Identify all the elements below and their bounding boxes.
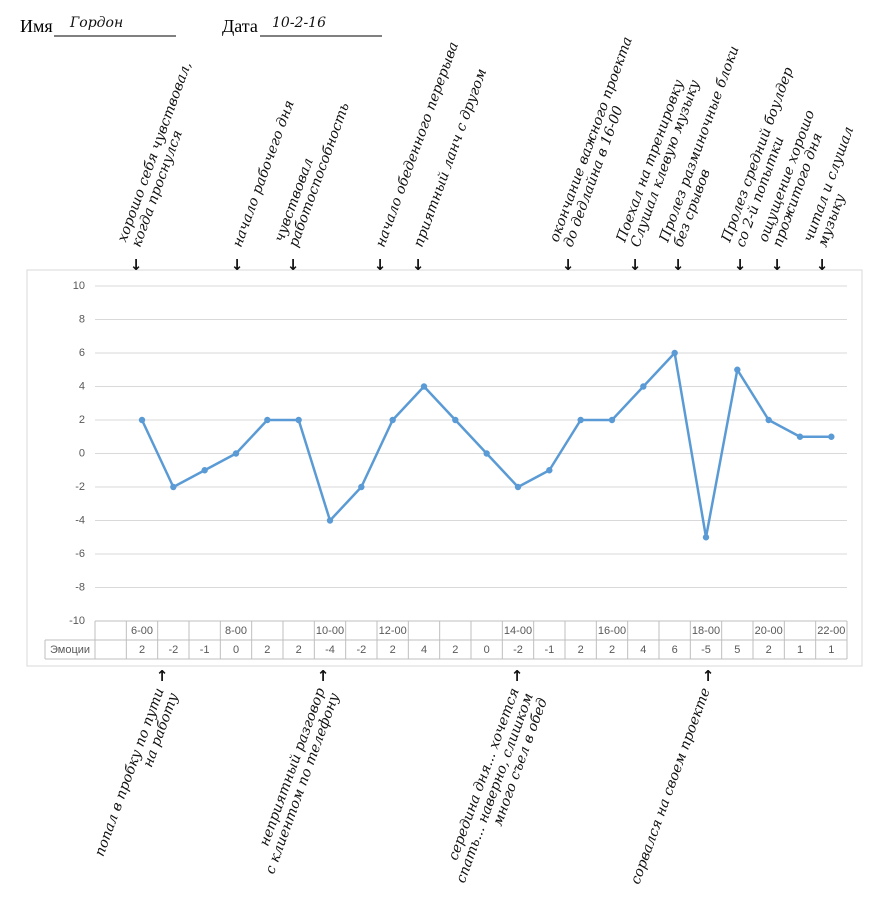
- point: [734, 366, 741, 373]
- table-value: 4: [421, 644, 427, 656]
- annotation-arrow: ↓: [562, 256, 575, 274]
- table-value: 2: [264, 644, 270, 656]
- y-tick-label: 4: [79, 380, 85, 392]
- table-value: 2: [609, 644, 615, 656]
- annotation-arrow: ↓: [231, 256, 244, 274]
- x-tick-label: 10-00: [316, 625, 344, 637]
- name-label: Имя: [20, 16, 53, 36]
- name-value: Гордон: [69, 15, 123, 31]
- point: [170, 483, 177, 491]
- annotation-text: попал в пробку по пути: [92, 686, 168, 859]
- point: [577, 416, 584, 424]
- annotation-arrow: ↓: [374, 256, 387, 274]
- table-value: 6: [672, 644, 678, 656]
- x-tick-label: 6-00: [131, 625, 153, 637]
- table-value: -2: [168, 644, 178, 656]
- y-tick-label: 6: [79, 347, 85, 359]
- table-value: 2: [766, 644, 772, 656]
- table-value: 2: [578, 644, 584, 656]
- table-value: 1: [797, 644, 803, 656]
- y-tick-label: -6: [75, 548, 85, 560]
- annotation-arrow: ↓: [734, 256, 747, 274]
- x-tick-label: 12-00: [379, 625, 407, 637]
- x-tick-label: 16-00: [598, 625, 626, 637]
- annotation-arrow: ↓: [412, 256, 425, 274]
- point: [828, 433, 835, 440]
- y-tick-label: -2: [75, 481, 85, 493]
- table-value: -2: [356, 644, 366, 656]
- table-value: 2: [390, 644, 396, 656]
- point: [358, 483, 365, 491]
- point: [640, 383, 647, 390]
- x-tick-label: 18-00: [692, 625, 720, 637]
- annotation-arrow: ↓: [130, 256, 143, 274]
- point: [546, 467, 553, 474]
- point: [389, 416, 396, 424]
- annotation-arrow: ↑: [511, 667, 524, 685]
- annotation-arrow: ↓: [287, 256, 300, 274]
- point: [232, 450, 240, 457]
- table-value: -4: [325, 644, 335, 656]
- x-tick-label: 20-00: [755, 625, 783, 637]
- x-tick-label: 14-00: [504, 625, 532, 637]
- point: [608, 416, 616, 424]
- annotation-text: приятный ланч с другом: [411, 67, 491, 250]
- date-label: Дата: [222, 16, 258, 36]
- point: [295, 416, 302, 424]
- point: [514, 483, 522, 491]
- point: [326, 517, 334, 524]
- point: [702, 534, 710, 541]
- annotation-arrow: ↓: [816, 256, 829, 274]
- point: [264, 416, 271, 424]
- table-value: -5: [701, 644, 711, 656]
- point: [420, 383, 428, 390]
- annotation-arrow: ↓: [771, 256, 784, 274]
- point: [201, 467, 208, 474]
- y-tick-label: -4: [75, 514, 85, 526]
- y-tick-label: -8: [75, 581, 85, 593]
- y-tick-label: 2: [79, 414, 85, 426]
- table-value: 2: [296, 644, 302, 656]
- table-value: 2: [139, 644, 145, 656]
- x-tick-label: 8-00: [225, 625, 247, 637]
- table-value: 4: [640, 644, 646, 656]
- table-value: 2: [452, 644, 458, 656]
- y-tick-label: -10: [69, 615, 85, 627]
- point: [452, 416, 459, 424]
- date-value: 10-2-16: [272, 15, 326, 31]
- point: [138, 416, 146, 424]
- point: [796, 433, 804, 440]
- x-tick-label: 22-00: [817, 625, 845, 637]
- point: [671, 349, 678, 357]
- legend-label: Эмоции: [50, 644, 90, 656]
- table-value: 0: [484, 644, 490, 656]
- annotation-arrow: ↑: [702, 667, 715, 685]
- table-value: 5: [734, 644, 740, 656]
- annotation-arrow: ↑: [156, 667, 169, 685]
- y-tick-label: 8: [79, 313, 85, 325]
- annotation-text: сорвался на своем проекте: [628, 686, 714, 887]
- annotation-arrow: ↓: [672, 256, 685, 274]
- table-value: 1: [828, 644, 834, 656]
- table-value: -2: [513, 644, 523, 656]
- point: [483, 450, 490, 457]
- annotation-arrow: ↓: [629, 256, 642, 274]
- annotation-arrow: ↑: [317, 667, 330, 685]
- chart-frame: [26, 269, 863, 667]
- y-tick-label: 0: [79, 447, 85, 459]
- table-value: -1: [544, 644, 554, 656]
- point: [765, 416, 772, 424]
- y-tick-label: 10: [73, 280, 85, 292]
- table-value: -1: [200, 644, 210, 656]
- table-value: 0: [233, 644, 239, 656]
